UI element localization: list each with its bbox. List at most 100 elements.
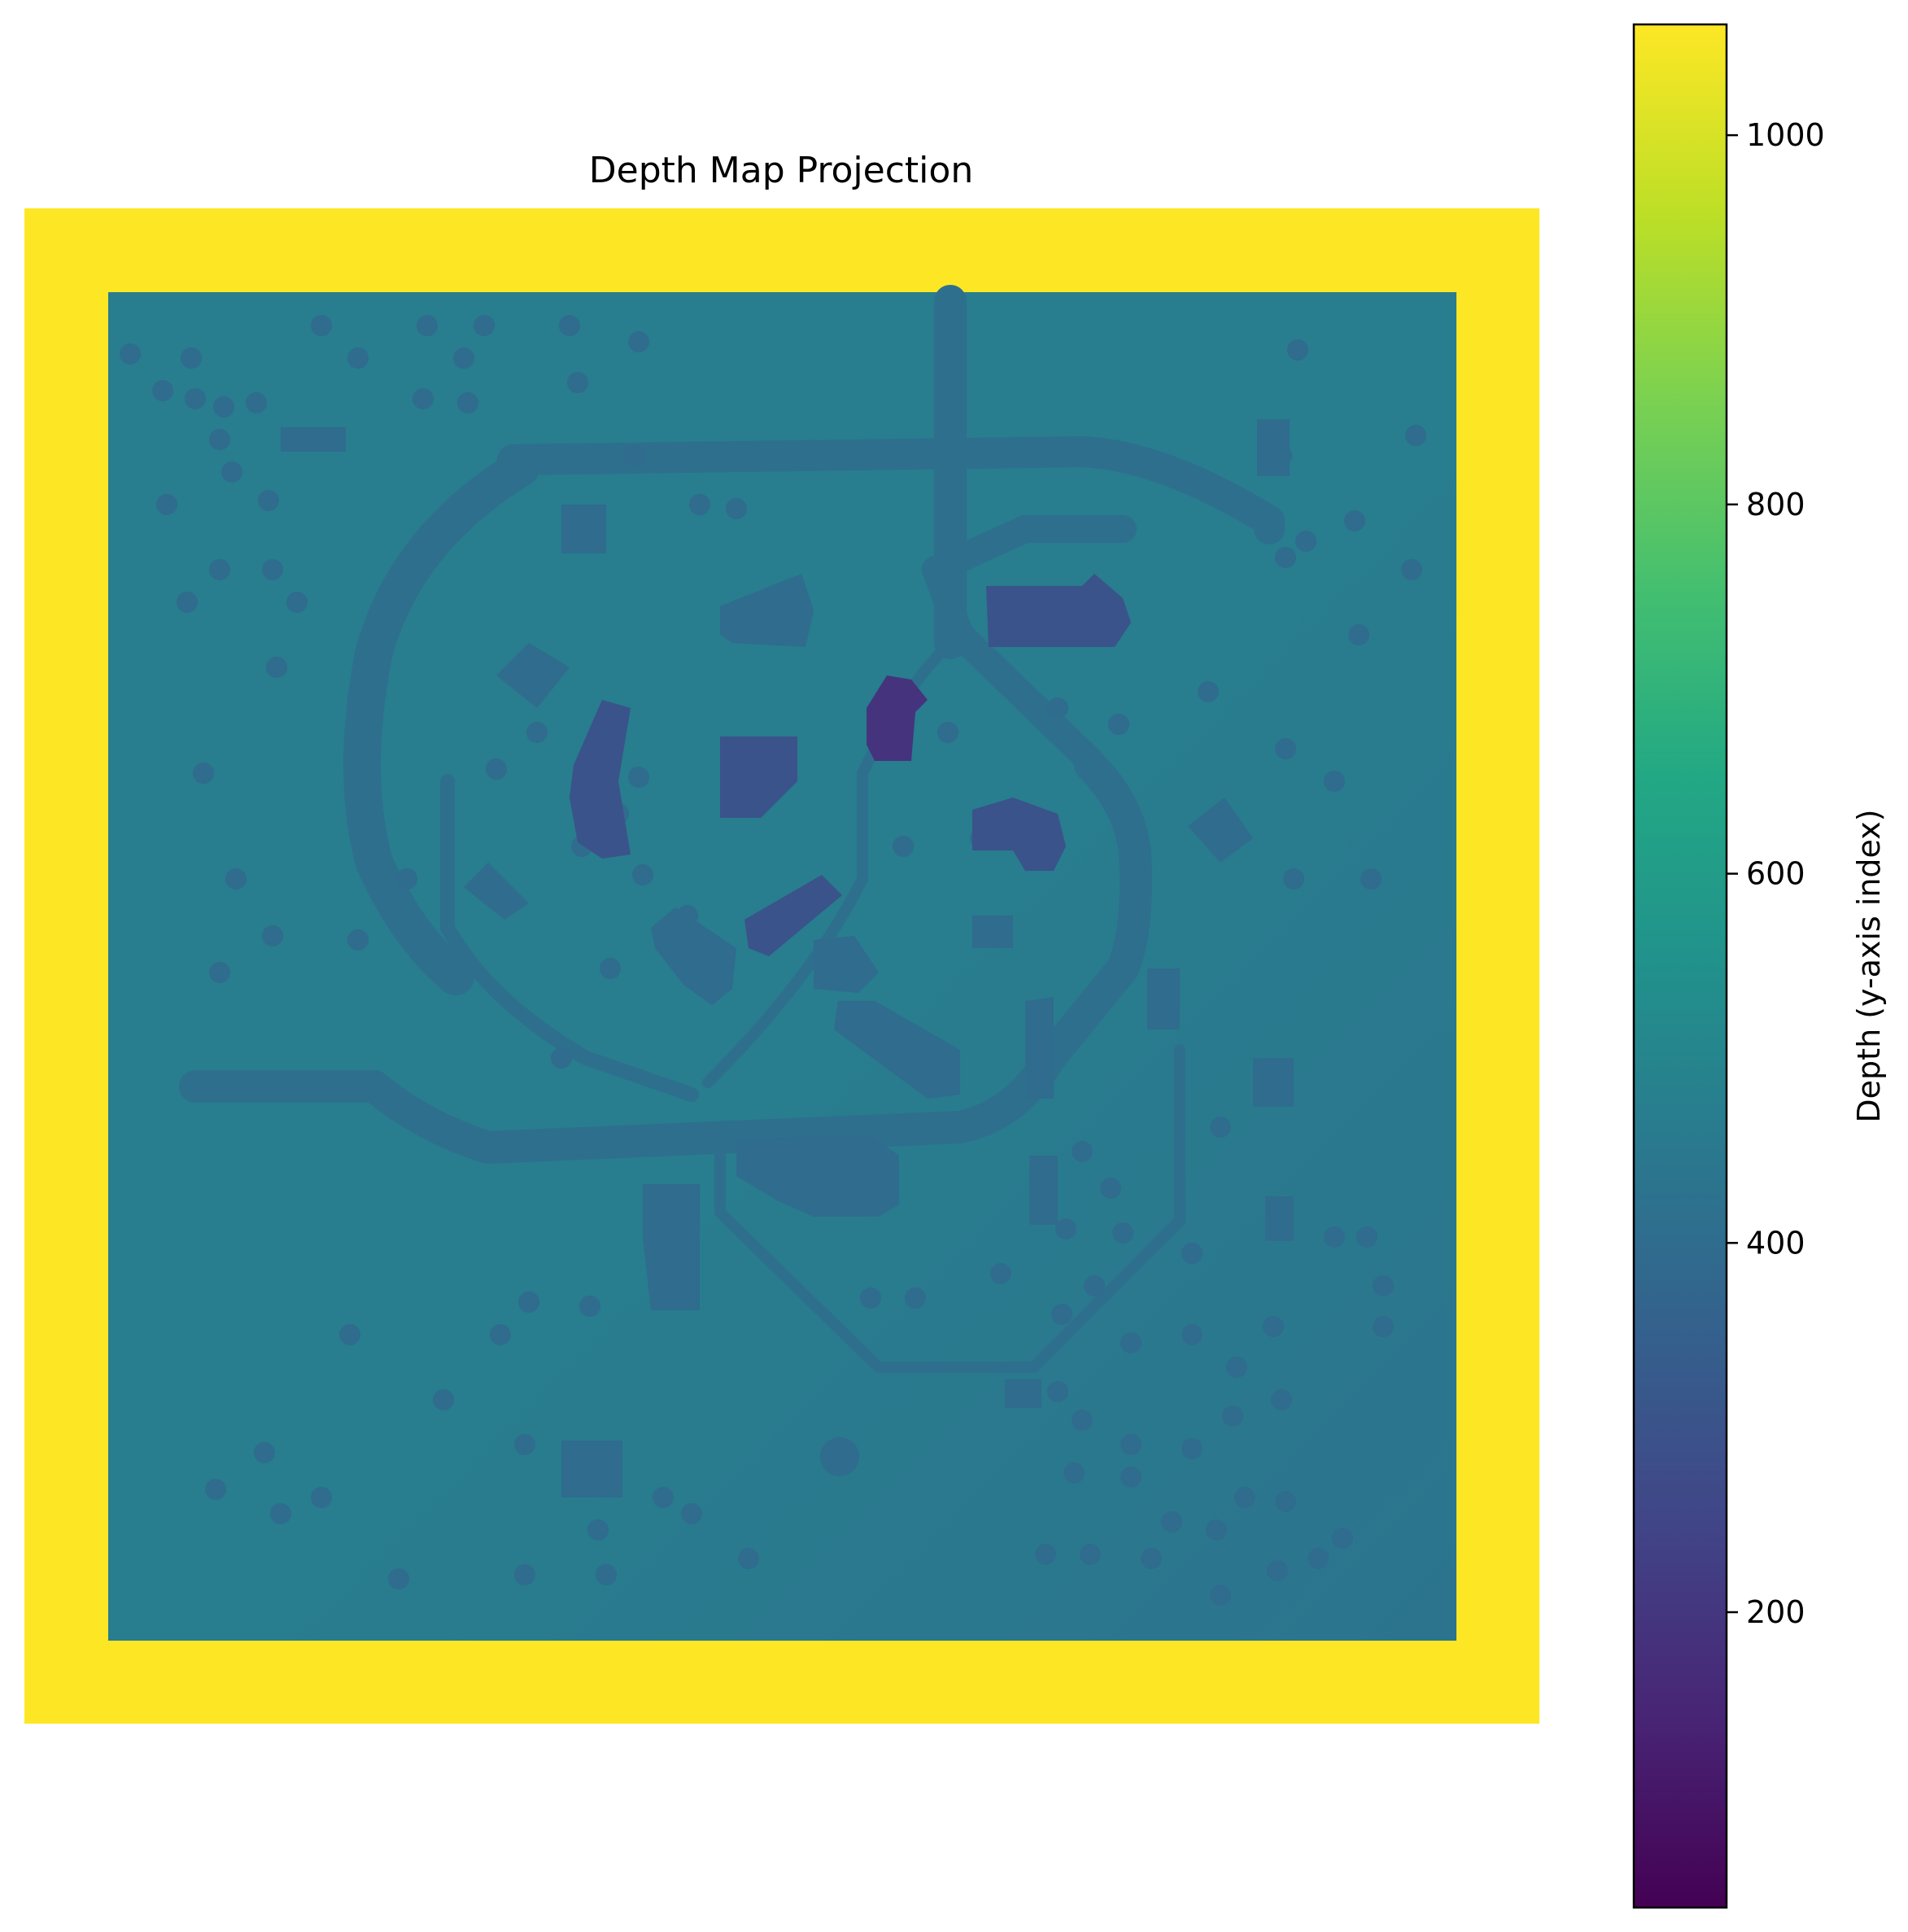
small-structure-97 [270,1503,291,1524]
small-structure-81 [1161,1511,1182,1532]
small-structure-30 [486,758,507,780]
small-structure-56 [1100,1178,1121,1199]
small-structure-79 [1080,1544,1101,1565]
small-structure-16 [347,347,369,369]
small-structure-55 [1072,1141,1093,1162]
small-structure-113 [1287,339,1308,361]
small-structure-42 [551,1047,572,1069]
small-structure-71 [1120,1434,1142,1455]
building-lower-west [643,1184,700,1310]
colorbar [1632,23,1728,1909]
small-structure-61 [1051,1304,1072,1325]
small-structure-96 [311,1487,332,1508]
road-ring [497,436,1285,544]
small-structure-10 [258,490,279,511]
small-structure-66 [1263,1316,1284,1337]
building-north-center [720,574,814,647]
small-structure-4 [185,388,206,409]
building-nw-block [281,427,346,452]
small-structure-36 [225,868,247,890]
small-structure-53 [1360,868,1382,890]
building-north-east-complex [986,574,1131,647]
small-structure-15 [628,331,649,352]
buildings-layer [281,419,1294,1497]
small-structure-44 [893,836,914,857]
small-structure-49 [1198,681,1219,702]
small-structure-39 [209,962,230,983]
small-structure-91 [433,1389,454,1410]
small-structure-86 [1332,1528,1353,1549]
small-structure-7 [209,429,230,450]
small-structure-40 [632,864,653,885]
small-structure-6 [246,392,267,413]
small-structure-83 [1210,1585,1231,1606]
small-structure-95 [388,1568,409,1589]
colorbar-tick-label-800: 800 [1746,487,1805,522]
building-ne-tower [1257,419,1290,476]
building-west-wing [570,700,631,859]
small-structure-77 [1206,1519,1227,1541]
small-structure-12 [417,315,438,336]
building-diagonal-east [834,1001,960,1099]
small-structure-59 [1055,1218,1076,1239]
building-inner-small [814,936,879,993]
small-structure-75 [1234,1487,1255,1508]
colorbar-tick-label-1000: 1000 [1746,117,1825,153]
small-structure-9 [156,494,177,515]
small-structure-65 [1226,1357,1247,1378]
building-mid-east [972,916,1013,948]
small-structure-22 [689,494,710,515]
building-east-tower [1253,1058,1294,1107]
small-structure-116 [1405,425,1426,446]
small-structure-102 [653,1487,674,1508]
colorbar-tick-label-600: 600 [1746,856,1805,892]
road-south-loop [714,1044,1185,1373]
small-structure-82 [1120,1466,1142,1488]
small-structure-11 [311,315,332,336]
building-center-south [1025,997,1054,1099]
small-structure-50 [1275,738,1296,759]
small-structure-1 [120,343,141,365]
small-structure-18 [453,347,474,369]
round-structure [820,1437,859,1476]
building-west-small [464,863,529,920]
small-structure-54 [1210,1117,1231,1138]
small-structure-35 [396,868,417,890]
small-structure-87 [1063,1462,1085,1484]
small-structure-31 [526,722,548,743]
small-structure-107 [1356,1226,1378,1248]
small-structure-69 [1072,1410,1093,1431]
small-structure-98 [205,1479,226,1500]
building-south-west-block [1029,1156,1058,1225]
small-structure-57 [1112,1222,1133,1244]
small-structures-layer [120,315,1426,1606]
road-west-loop [343,449,539,995]
small-structure-24 [209,559,230,580]
small-structure-89 [579,1296,600,1317]
small-structure-21 [624,445,645,466]
small-structure-58 [1181,1243,1203,1264]
small-structure-115 [1275,547,1296,568]
small-structure-73 [1222,1405,1243,1427]
small-structure-111 [1344,510,1365,531]
small-structure-70 [1047,1381,1068,1402]
building-lower-center [736,1135,899,1217]
building-tallest [867,675,928,761]
small-structure-32 [628,767,649,788]
small-structure-88 [518,1292,539,1313]
small-structure-100 [339,1324,360,1345]
building-north-west-small [496,643,570,708]
small-structure-106 [1324,1226,1345,1248]
small-structure-99 [254,1442,275,1463]
small-structure-108 [1373,1275,1394,1296]
small-structure-5 [213,396,234,417]
small-structure-28 [266,657,287,678]
small-structure-2 [181,347,202,369]
small-structure-105 [681,1503,702,1524]
small-structure-27 [177,592,198,613]
small-structure-80 [1035,1544,1056,1565]
small-structure-48 [1108,714,1129,735]
colorbar-tick-label-200: 200 [1746,1594,1805,1630]
small-structure-63 [905,1287,926,1309]
